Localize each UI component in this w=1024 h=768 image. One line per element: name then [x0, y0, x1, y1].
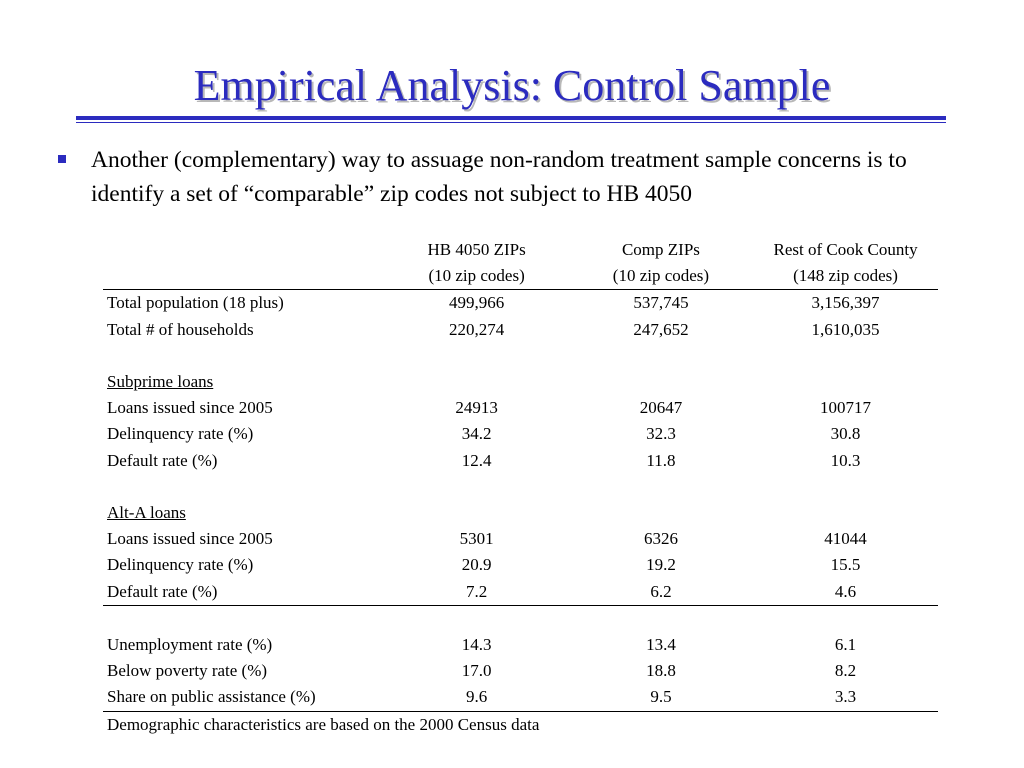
cell-value: 34.2	[461, 424, 492, 444]
row-label: Default rate (%)	[103, 578, 385, 606]
row-label: Share on public assistance (%)	[103, 684, 385, 712]
cell-value: 11.8	[646, 450, 676, 470]
cell-value: 12.4	[461, 450, 492, 470]
cell-value: 247,652	[633, 319, 689, 339]
cell-value: 17.0	[461, 661, 492, 681]
section-heading-alt-a: Alt-A loans	[107, 503, 186, 522]
cell-value: 3.3	[753, 684, 938, 712]
comparison-table: HB 4050 ZIPs Comp ZIPs Rest of Cook Coun…	[103, 237, 938, 738]
table-row: Delinquency rate (%) 20.9 19.2 15.5	[103, 552, 938, 578]
cell-value: 19.2	[646, 555, 676, 575]
cell-value: 20.9	[461, 555, 492, 575]
bullet-point: Another (complementary) way to assuage n…	[58, 143, 978, 211]
cell-value: 6.2	[568, 578, 754, 606]
cell-value: 4.6	[753, 578, 938, 606]
row-label: Total population (18 plus)	[107, 293, 284, 313]
column-header-hb4050: HB 4050 ZIPs	[427, 240, 526, 259]
row-label: Loans issued since 2005	[107, 398, 273, 418]
section-row: Subprime loans	[103, 369, 938, 395]
table-row: Total population (18 plus) 499,966 537,7…	[103, 290, 938, 317]
row-label: Delinquency rate (%)	[107, 424, 254, 444]
table-row: Default rate (%) 7.2 6.2 4.6	[103, 578, 938, 606]
column-subheader-rest: (148 zip codes)	[753, 263, 938, 291]
row-label: Unemployment rate (%)	[107, 635, 273, 654]
column-subheader-comp: (10 zip codes)	[568, 263, 754, 291]
cell-value: 15.5	[830, 555, 861, 575]
cell-value: 3,156,397	[811, 293, 880, 313]
column-subheader-hb4050: (10 zip codes)	[384, 263, 569, 291]
row-label: Loans issued since 2005	[107, 529, 273, 549]
cell-value: 537,745	[633, 293, 689, 313]
cell-value: 24913	[455, 398, 498, 418]
spacer-row	[103, 343, 938, 369]
column-header-rest: Rest of Cook County	[773, 240, 918, 259]
section-row: Alt-A loans	[103, 500, 938, 526]
cell-value: 220,274	[448, 319, 505, 339]
cell-value: 100717	[820, 398, 872, 418]
cell-value: 6.1	[834, 635, 857, 654]
row-label: Total # of households	[107, 319, 254, 339]
table-row: Loans issued since 2005 24913 20647 1007…	[103, 395, 938, 421]
bullet-text: Another (complementary) way to assuage n…	[91, 147, 907, 207]
cell-value: 32.3	[646, 424, 676, 444]
table-header-row-1: HB 4050 ZIPs Comp ZIPs Rest of Cook Coun…	[103, 237, 938, 263]
column-header-comp: Comp ZIPs	[621, 240, 700, 259]
cell-value: 5301	[459, 529, 494, 549]
table-header-row-2: (10 zip codes) (10 zip codes) (148 zip c…	[103, 263, 938, 291]
cell-value: 20647	[639, 398, 683, 418]
cell-value: 9.6	[384, 684, 569, 712]
cell-value: 10.3	[830, 450, 861, 470]
table-row: Delinquency rate (%) 34.2 32.3 30.8	[103, 421, 938, 447]
square-bullet-icon	[58, 155, 66, 163]
cell-value: 9.5	[568, 684, 754, 712]
spacer-row	[103, 605, 938, 632]
cell-value: 8.2	[834, 661, 857, 681]
row-label: Below poverty rate (%)	[107, 661, 268, 681]
table-row: Unemployment rate (%) 14.3 13.4 6.1	[103, 632, 938, 658]
cell-value: 6326	[643, 529, 678, 549]
spacer-row	[103, 474, 938, 500]
table-row: Below poverty rate (%) 17.0 18.8 8.2	[103, 658, 938, 684]
cell-value: 18.8	[646, 661, 676, 681]
cell-value: 41044	[824, 529, 867, 549]
cell-value: 13.4	[646, 635, 676, 654]
cell-value: 7.2	[384, 578, 569, 606]
section-heading-subprime: Subprime loans	[107, 372, 214, 391]
row-label: Delinquency rate (%)	[107, 555, 254, 575]
table-footnote: Demographic characteristics are based on…	[107, 714, 540, 734]
row-label: Default rate (%)	[107, 450, 218, 470]
table-row: Total # of households 220,274 247,652 1,…	[103, 317, 938, 343]
cell-value: 499,966	[448, 293, 505, 313]
cell-value: 14.3	[461, 635, 492, 654]
note-row: Demographic characteristics are based on…	[103, 711, 938, 738]
title-underline	[76, 116, 946, 120]
table-row: Default rate (%) 12.4 11.8 10.3	[103, 448, 938, 474]
slide-title: Empirical Analysis: Control Sample	[193, 61, 831, 110]
table-row: Loans issued since 2005 5301 6326 41044	[103, 526, 938, 552]
table-row: Share on public assistance (%) 9.6 9.5 3…	[103, 684, 938, 712]
title-underline-thin	[76, 122, 946, 123]
cell-value: 30.8	[830, 424, 861, 444]
cell-value: 1,610,035	[811, 319, 880, 339]
